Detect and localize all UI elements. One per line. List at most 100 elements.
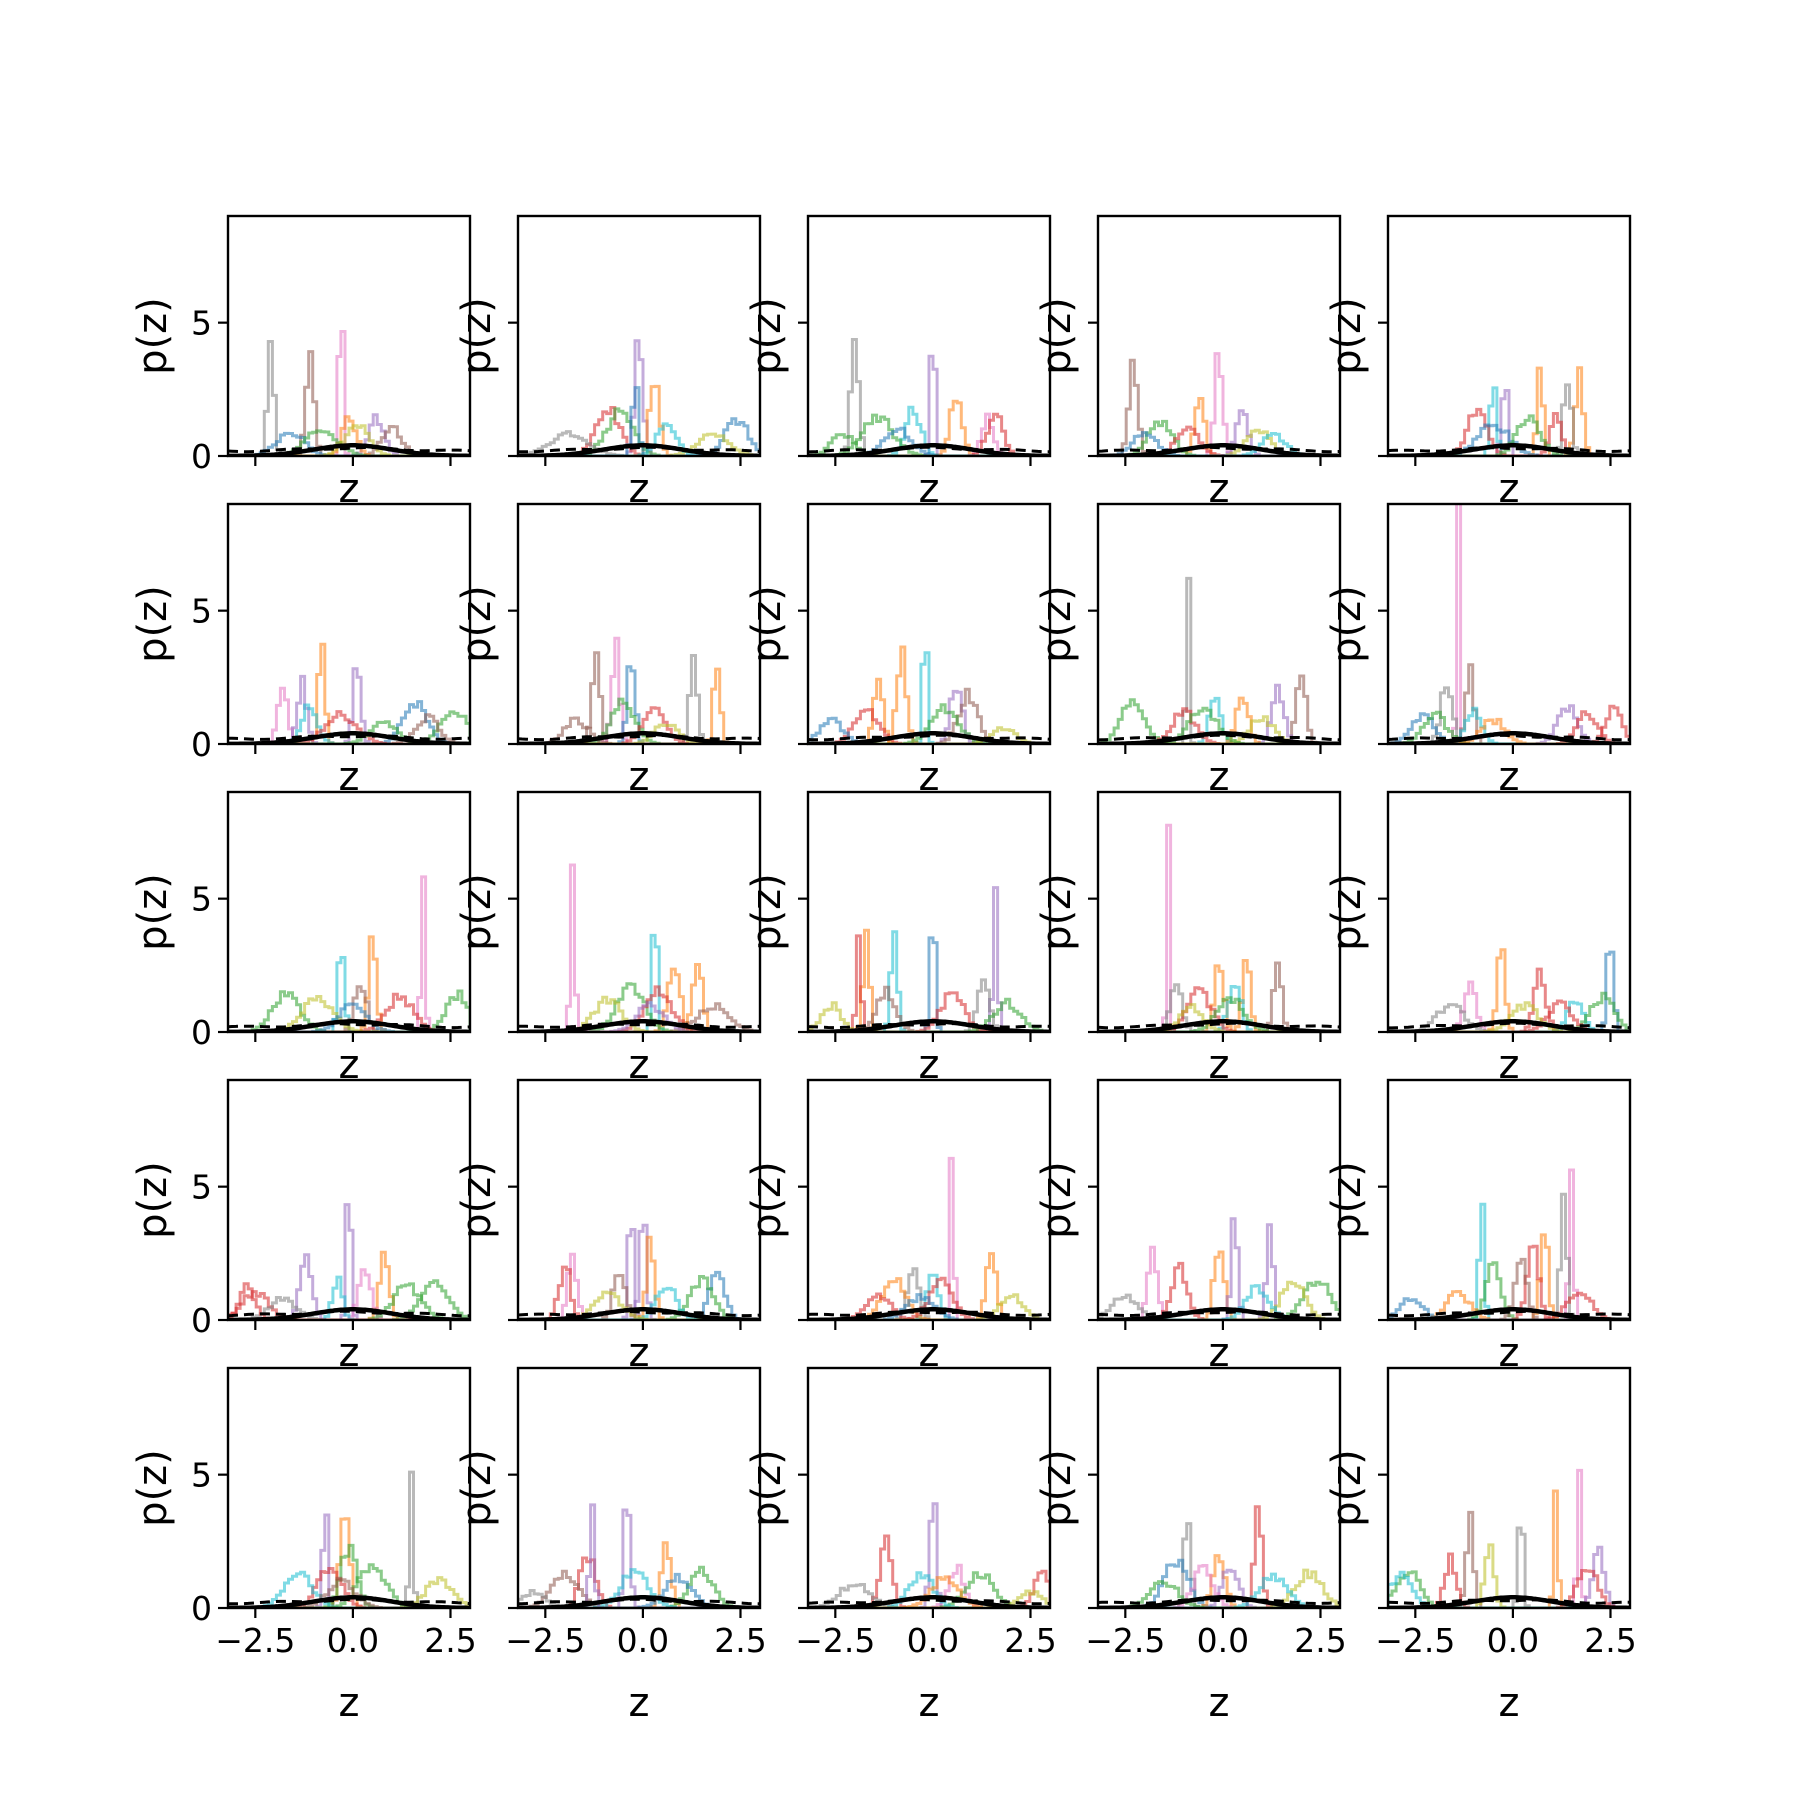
axes-frame bbox=[226, 214, 472, 458]
histogram-series bbox=[1388, 1261, 1630, 1320]
y-axis-label: p(z) bbox=[744, 1449, 790, 1527]
y-axis-label: p(z) bbox=[454, 1161, 500, 1239]
histogram-layer bbox=[1098, 576, 1340, 744]
x-tick-label: 2.5 bbox=[1294, 1621, 1346, 1660]
subplot-2-5: z p(z) bbox=[1324, 502, 1632, 800]
histogram-series bbox=[1098, 706, 1340, 744]
subplot-1-1: 0 5 z p(z) bbox=[130, 214, 472, 512]
x-tick-label: 2.5 bbox=[424, 1621, 476, 1660]
x-axis-label: z bbox=[339, 466, 360, 512]
histogram-series bbox=[518, 1568, 760, 1608]
histogram-layer bbox=[1098, 1217, 1340, 1320]
aggregate-curve bbox=[1388, 1309, 1630, 1318]
histogram-series bbox=[808, 1276, 1050, 1320]
histogram-series bbox=[808, 1001, 1050, 1032]
subplot-3-2: z p(z) bbox=[454, 790, 762, 1088]
histogram-series bbox=[808, 703, 1050, 744]
histogram-series bbox=[228, 1279, 470, 1320]
histogram-layer bbox=[808, 338, 1050, 456]
subplot-4-4: z p(z) bbox=[1034, 1078, 1342, 1376]
histogram-layer bbox=[808, 886, 1050, 1032]
aggregate-curve bbox=[808, 1597, 1050, 1606]
axes-frame bbox=[806, 1366, 1052, 1610]
y-axis-label: p(z) bbox=[130, 585, 176, 663]
y-tick-label: 5 bbox=[191, 1456, 212, 1495]
aggregate-curve bbox=[1388, 733, 1630, 742]
histogram-series bbox=[1388, 423, 1630, 456]
histogram-series bbox=[518, 1274, 760, 1320]
histogram-series bbox=[518, 1002, 760, 1032]
histogram-series bbox=[1098, 823, 1340, 1032]
histogram-series bbox=[518, 1508, 760, 1608]
aggregate-curve bbox=[1098, 1021, 1340, 1030]
axes-frame bbox=[516, 214, 762, 458]
histogram-layer bbox=[1098, 823, 1340, 1032]
axes-frame bbox=[516, 790, 762, 1034]
aggregate-curve bbox=[1388, 446, 1630, 453]
x-axis-label: z bbox=[1499, 1330, 1520, 1376]
histogram-series bbox=[1098, 1261, 1340, 1320]
aggregate-curve bbox=[808, 1310, 1050, 1317]
histogram-series bbox=[228, 1268, 470, 1320]
axes-frame bbox=[806, 214, 1052, 458]
x-tick-label: 0.0 bbox=[327, 1621, 379, 1660]
x-axis-label: z bbox=[1209, 1042, 1230, 1088]
x-axis-label: z bbox=[629, 1680, 650, 1726]
x-tick-label: −2.5 bbox=[1085, 1621, 1165, 1660]
subplot-3-5: z p(z) bbox=[1324, 790, 1632, 1088]
histogram-series bbox=[808, 1273, 1050, 1320]
histogram-series bbox=[1098, 1280, 1340, 1320]
x-tick-label: 2.5 bbox=[1584, 1621, 1636, 1660]
histogram-series bbox=[1098, 1280, 1340, 1320]
histogram-layer bbox=[1388, 1168, 1630, 1320]
histogram-series bbox=[518, 697, 760, 744]
y-axis-label: p(z) bbox=[1034, 585, 1080, 663]
subplot-5-5: −2.5 0.0 2.5 z p(z) bbox=[1324, 1366, 1637, 1726]
x-tick-label: 0.0 bbox=[1197, 1621, 1249, 1660]
subplot-3-4: z p(z) bbox=[1034, 790, 1342, 1088]
histogram-series bbox=[1388, 991, 1630, 1032]
histogram-series bbox=[518, 432, 760, 456]
histogram-series bbox=[1388, 1297, 1630, 1320]
x-tick-label: −2.5 bbox=[795, 1621, 875, 1660]
y-tick-label: 5 bbox=[191, 880, 212, 919]
x-axis-label: z bbox=[1499, 1680, 1520, 1726]
histogram-series bbox=[228, 875, 470, 1032]
histogram-series bbox=[228, 956, 470, 1032]
aggregate-curve bbox=[808, 445, 1050, 454]
histogram-series bbox=[1388, 1001, 1630, 1032]
histogram-series bbox=[1098, 1293, 1340, 1320]
histogram-series bbox=[518, 1235, 760, 1320]
histogram-layer bbox=[228, 875, 470, 1032]
histogram-series bbox=[228, 1563, 470, 1608]
axes-frame bbox=[806, 502, 1052, 746]
histogram-layer bbox=[518, 1223, 760, 1320]
y-axis-label: p(z) bbox=[454, 585, 500, 663]
histogram-series bbox=[228, 1282, 470, 1320]
x-tick-label: −2.5 bbox=[1375, 1621, 1455, 1660]
axes-frame bbox=[1386, 790, 1632, 1034]
aggregate-curve bbox=[1098, 733, 1340, 742]
subplot-5-1: −2.5 0.0 2.5 0 5 z p(z) bbox=[130, 1366, 477, 1726]
aggregate-curve bbox=[518, 1310, 760, 1318]
histogram-series bbox=[808, 687, 1050, 744]
histogram-series bbox=[1098, 964, 1340, 1032]
x-axis-label: z bbox=[629, 466, 650, 512]
aggregate-curve bbox=[1098, 445, 1340, 454]
axes-frame bbox=[806, 790, 1052, 1034]
histogram-layer bbox=[1388, 1468, 1630, 1608]
x-axis-label: z bbox=[339, 1680, 360, 1726]
histogram-series bbox=[808, 399, 1050, 456]
histogram-series bbox=[228, 1282, 470, 1320]
histogram-layer bbox=[518, 339, 760, 456]
histogram-layer bbox=[808, 1502, 1050, 1608]
histogram-series bbox=[1098, 358, 1340, 456]
histogram-series bbox=[518, 1589, 760, 1608]
histogram-series bbox=[1098, 1564, 1340, 1608]
histogram-series bbox=[228, 1543, 470, 1608]
y-axis-label: p(z) bbox=[1034, 1161, 1080, 1239]
histogram-series bbox=[518, 339, 760, 456]
x-axis-label: z bbox=[629, 1330, 650, 1376]
x-axis-label: z bbox=[1209, 754, 1230, 800]
histogram-series bbox=[808, 405, 1050, 456]
